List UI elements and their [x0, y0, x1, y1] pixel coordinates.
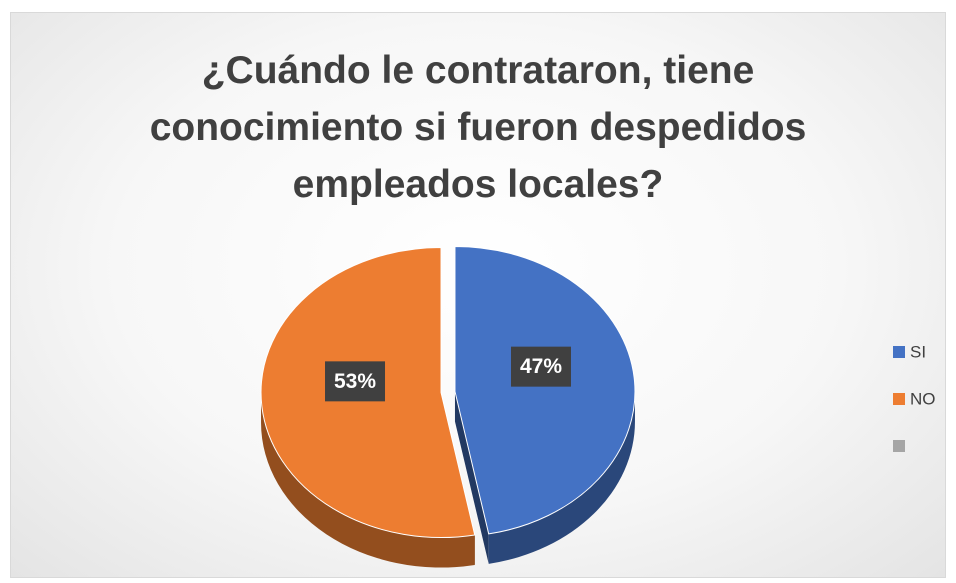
data-label-box [510, 346, 571, 387]
legend-label: SI [910, 342, 926, 361]
legend-swatch [893, 440, 905, 452]
pie-tops [260, 245, 636, 539]
legend-swatch [893, 346, 905, 358]
data-label: 53% [334, 370, 376, 393]
pie-slice-side [261, 392, 475, 568]
pie-slice [454, 245, 636, 535]
data-label: 47% [520, 355, 562, 378]
chart-title: ¿Cuándo le contrataron, tiene conocimien… [149, 49, 807, 206]
pie-slice-wall [454, 391, 489, 564]
data-label-box [325, 361, 386, 402]
legend-label: NO [910, 389, 936, 408]
legend-swatch [893, 393, 905, 405]
pie-slice-side [488, 391, 635, 564]
